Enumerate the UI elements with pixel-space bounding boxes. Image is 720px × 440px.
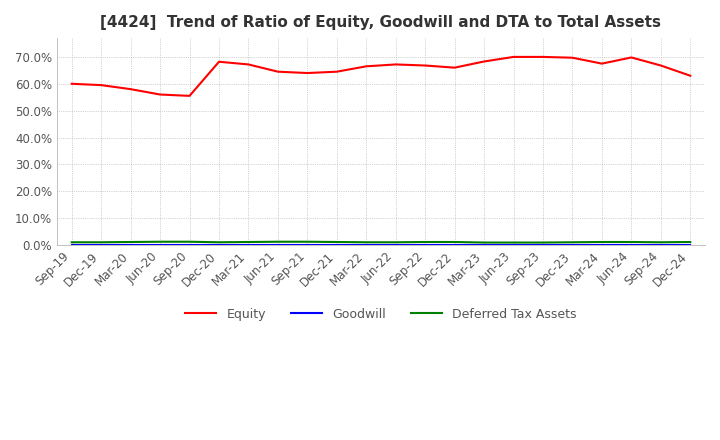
Deferred Tax Assets [509, 240, 518, 245]
Deferred Tax Assets [539, 240, 547, 245]
Goodwill [333, 242, 341, 248]
Goodwill [362, 242, 371, 248]
Goodwill [185, 242, 194, 248]
Equity [509, 54, 518, 59]
Equity [450, 65, 459, 70]
Goodwill [303, 242, 312, 248]
Goodwill [539, 242, 547, 248]
Equity [274, 69, 282, 74]
Deferred Tax Assets [303, 239, 312, 244]
Deferred Tax Assets [274, 239, 282, 244]
Equity [215, 59, 223, 64]
Deferred Tax Assets [686, 239, 695, 245]
Goodwill [686, 242, 695, 248]
Deferred Tax Assets [657, 240, 665, 245]
Equity [185, 93, 194, 99]
Title: [4424]  Trend of Ratio of Equity, Goodwill and DTA to Total Assets: [4424] Trend of Ratio of Equity, Goodwil… [101, 15, 662, 30]
Legend: Equity, Goodwill, Deferred Tax Assets: Equity, Goodwill, Deferred Tax Assets [180, 303, 582, 326]
Equity [333, 69, 341, 74]
Deferred Tax Assets [568, 240, 577, 245]
Equity [392, 62, 400, 67]
Equity [686, 73, 695, 78]
Equity [97, 82, 106, 88]
Equity [156, 92, 164, 97]
Deferred Tax Assets [68, 240, 76, 245]
Deferred Tax Assets [421, 239, 430, 245]
Deferred Tax Assets [185, 239, 194, 244]
Goodwill [509, 242, 518, 248]
Goodwill [215, 242, 223, 248]
Goodwill [480, 242, 488, 248]
Deferred Tax Assets [362, 240, 371, 245]
Equity [598, 61, 606, 66]
Equity [126, 87, 135, 92]
Goodwill [97, 242, 106, 248]
Deferred Tax Assets [97, 240, 106, 245]
Goodwill [627, 242, 636, 248]
Goodwill [156, 242, 164, 248]
Deferred Tax Assets [244, 239, 253, 245]
Deferred Tax Assets [480, 240, 488, 245]
Deferred Tax Assets [450, 239, 459, 245]
Deferred Tax Assets [598, 239, 606, 245]
Goodwill [598, 242, 606, 248]
Goodwill [568, 242, 577, 248]
Deferred Tax Assets [392, 240, 400, 245]
Equity [539, 54, 547, 59]
Equity [480, 59, 488, 64]
Goodwill [450, 242, 459, 248]
Deferred Tax Assets [156, 239, 164, 244]
Equity [421, 63, 430, 68]
Equity [68, 81, 76, 86]
Equity [303, 70, 312, 76]
Equity [657, 63, 665, 68]
Goodwill [68, 242, 76, 248]
Line: Equity: Equity [72, 57, 690, 96]
Goodwill [126, 242, 135, 248]
Goodwill [657, 242, 665, 248]
Goodwill [421, 242, 430, 248]
Goodwill [274, 242, 282, 248]
Deferred Tax Assets [333, 239, 341, 245]
Goodwill [244, 242, 253, 248]
Deferred Tax Assets [627, 239, 636, 245]
Equity [244, 62, 253, 67]
Equity [362, 64, 371, 69]
Deferred Tax Assets [215, 240, 223, 245]
Goodwill [392, 242, 400, 248]
Equity [627, 55, 636, 60]
Deferred Tax Assets [126, 239, 135, 245]
Equity [568, 55, 577, 60]
